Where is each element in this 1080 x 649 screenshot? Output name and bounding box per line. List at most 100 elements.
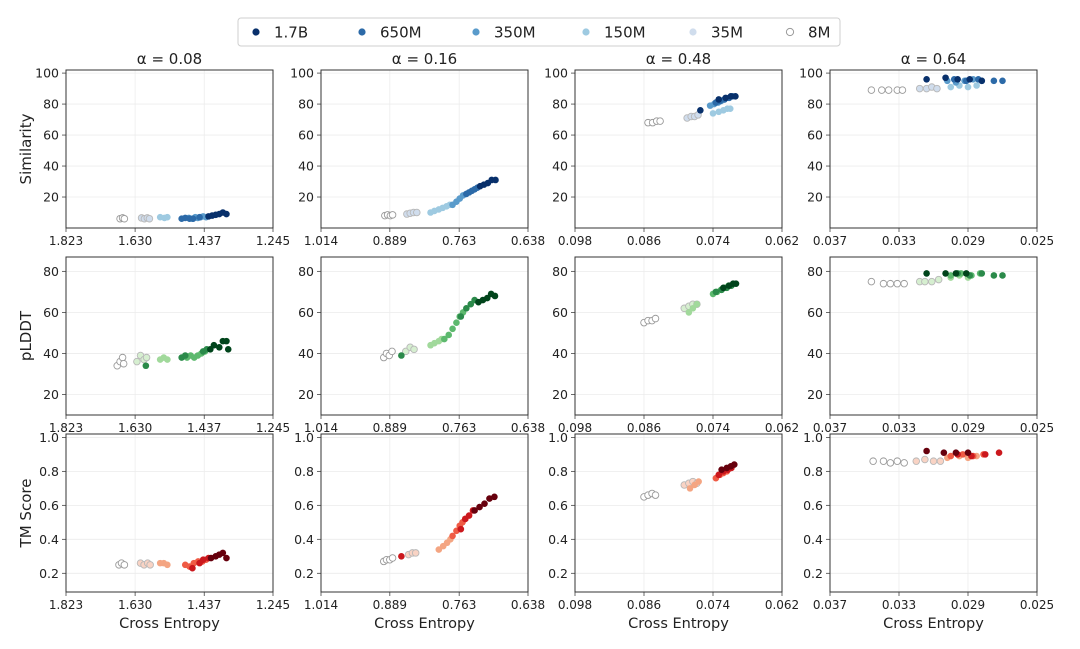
y-tick-label: 40 bbox=[298, 159, 314, 174]
data-point bbox=[199, 556, 207, 564]
data-point bbox=[732, 93, 739, 100]
data-point bbox=[886, 279, 895, 288]
data-point bbox=[712, 288, 720, 296]
y-tick-label: 20 bbox=[552, 387, 568, 402]
x-tick-label: 1.823 bbox=[49, 234, 83, 248]
series-1-7b bbox=[720, 280, 740, 292]
y-tick-label: 100 bbox=[544, 66, 568, 81]
data-point bbox=[142, 362, 150, 370]
data-point bbox=[900, 279, 908, 288]
series-150m bbox=[156, 354, 171, 363]
series-8m bbox=[640, 314, 660, 327]
data-point bbox=[981, 451, 989, 458]
data-point bbox=[921, 277, 929, 286]
y-tick-label: 0.2 bbox=[803, 566, 823, 581]
x-tick-label: 1.014 bbox=[304, 421, 338, 435]
data-point bbox=[964, 83, 972, 91]
y-tick-label: 0.8 bbox=[39, 464, 59, 479]
panel-r1-c2: 20 40 60 80 0.098 0.086 0.074 0.062 bbox=[552, 256, 799, 435]
y-tick-label: 0.8 bbox=[294, 464, 314, 479]
data-point bbox=[947, 83, 955, 91]
series-150m bbox=[156, 559, 171, 569]
data-point bbox=[923, 447, 930, 455]
y-tick-label: 60 bbox=[807, 128, 823, 143]
x-tick-label: 1.245 bbox=[256, 234, 290, 248]
data-point bbox=[912, 457, 921, 465]
y-tick-label: 80 bbox=[807, 264, 823, 279]
data-point bbox=[223, 554, 230, 562]
panel-frame bbox=[574, 256, 783, 416]
data-point bbox=[693, 300, 701, 308]
data-point bbox=[196, 213, 203, 221]
series-150m bbox=[685, 300, 701, 316]
series-650m bbox=[954, 449, 1003, 460]
data-point bbox=[398, 352, 405, 359]
column-title: α = 0.08 bbox=[137, 50, 202, 68]
series-35m bbox=[133, 351, 151, 366]
data-point bbox=[726, 105, 734, 113]
y-tick-label: 0.2 bbox=[548, 566, 568, 581]
column-title: α = 0.48 bbox=[646, 50, 711, 68]
legend: 1.7B 650M 350M 150M 35M 8M bbox=[237, 17, 841, 47]
y-tick-label: 40 bbox=[807, 159, 823, 174]
data-point bbox=[697, 106, 704, 114]
x-tick-label: 1.630 bbox=[118, 421, 152, 435]
y-tick-label: 0.8 bbox=[803, 464, 823, 479]
x-tick-label: 1.630 bbox=[118, 234, 152, 248]
data-point bbox=[878, 86, 886, 94]
data-point bbox=[457, 525, 465, 533]
series-1-7b bbox=[475, 290, 499, 306]
x-tick-label: 0.025 bbox=[1020, 598, 1054, 612]
x-tick-label: 0.033 bbox=[882, 421, 916, 435]
y-tick-label: 0.4 bbox=[39, 532, 59, 547]
x-axis-label: Cross Entropy bbox=[119, 616, 220, 632]
series-35m bbox=[402, 343, 418, 356]
data-point bbox=[715, 96, 723, 103]
series-8m bbox=[640, 489, 660, 501]
legend-frame bbox=[237, 17, 841, 47]
panel-r2-c0: 0.2 0.4 0.6 0.8 1.0 1.823 1.630 1.437 1.245 bbox=[39, 430, 290, 612]
x-tick-label: 1.630 bbox=[118, 598, 152, 612]
series-1-7b bbox=[476, 176, 499, 190]
data-point bbox=[722, 94, 729, 102]
data-point bbox=[146, 561, 154, 569]
data-point bbox=[933, 84, 941, 93]
y-tick-label: 40 bbox=[43, 159, 59, 174]
data-point bbox=[686, 485, 694, 492]
x-tick-label: 0.098 bbox=[558, 234, 592, 248]
x-tick-label: 0.074 bbox=[696, 234, 730, 248]
legend-marker bbox=[689, 28, 697, 36]
series-8m bbox=[867, 86, 907, 94]
data-point bbox=[189, 564, 196, 572]
legend-item-150m: 150M bbox=[582, 24, 646, 42]
x-tick-label: 1.437 bbox=[187, 598, 221, 612]
y-tick-label: 60 bbox=[43, 128, 59, 143]
y-tick-label: 0.2 bbox=[39, 566, 59, 581]
data-point bbox=[465, 512, 473, 519]
data-point bbox=[398, 553, 405, 560]
series-150m bbox=[709, 105, 734, 117]
y-tick-label: 40 bbox=[807, 346, 823, 361]
panel-frame bbox=[829, 69, 1038, 229]
panel-frame bbox=[65, 69, 274, 229]
y-tick-label: 60 bbox=[807, 305, 823, 320]
data-point bbox=[164, 213, 171, 221]
legend-marker bbox=[358, 28, 366, 36]
series-150m bbox=[435, 536, 454, 553]
panel-r2-c2: 0.2 0.4 0.6 0.8 1.0 0.098 0.086 0.074 0.062 bbox=[548, 430, 799, 612]
series-8m bbox=[867, 277, 908, 288]
data-point bbox=[491, 292, 499, 300]
data-point bbox=[962, 270, 970, 277]
data-point bbox=[164, 561, 171, 569]
data-point bbox=[453, 319, 460, 326]
series-35m bbox=[915, 83, 941, 93]
x-tick-label: 0.086 bbox=[627, 421, 661, 435]
series-1-7b bbox=[205, 209, 230, 220]
panel-r0-c2: 20 40 60 80 100 0.098 0.086 0.074 0.062 bbox=[544, 66, 799, 248]
data-point bbox=[942, 270, 949, 277]
panel-r0-c3: 20 40 60 80 100 0.037 0.033 0.029 0.025 bbox=[799, 66, 1054, 248]
y-tick-label: 80 bbox=[43, 264, 59, 279]
series-150m bbox=[686, 478, 702, 492]
data-point bbox=[410, 345, 418, 354]
